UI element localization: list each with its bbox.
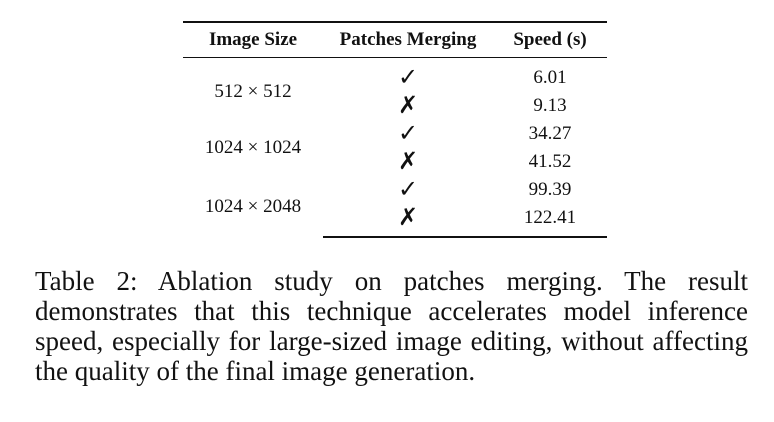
table-row: 512 × 512 ✓ 6.01 xyxy=(183,58,607,103)
merging-cell: ✗ xyxy=(323,92,493,120)
image-size-cell: 512 × 512 xyxy=(214,81,292,102)
speed-cell: 6.01 xyxy=(533,67,567,88)
speed-cell: 122.41 xyxy=(493,204,607,238)
cross-mark-icon: ✗ xyxy=(397,92,419,119)
merging-cell: ✗ xyxy=(323,204,493,238)
merging-cell: ✗ xyxy=(323,148,493,176)
check-mark-icon: ✓ xyxy=(397,64,419,91)
check-mark-icon: ✓ xyxy=(397,176,419,203)
speed-cell: 41.52 xyxy=(528,151,572,172)
speed-cell: 9.13 xyxy=(533,95,567,116)
check-mark-icon: ✓ xyxy=(397,120,419,147)
merging-cell: ✓ xyxy=(323,120,493,148)
speed-cell: 99.39 xyxy=(528,179,572,200)
table-header: Image Size Patches Merging Speed (s) xyxy=(183,21,607,58)
ablation-table: Image Size Patches Merging Speed (s) 512… xyxy=(183,21,607,238)
table-row: ✗ 41.52 xyxy=(183,148,607,176)
image-size-cell: 1024 × 1024 xyxy=(204,137,302,158)
header-row: Image Size Patches Merging Speed (s) xyxy=(183,21,607,58)
merging-cell: ✓ xyxy=(323,58,493,93)
table-row: ✗ 9.13 xyxy=(183,92,607,120)
speed-cell: 34.27 xyxy=(528,123,572,144)
table-row: 1024 × 1024 ✓ 34.27 xyxy=(183,120,607,159)
cross-mark-icon: ✗ xyxy=(397,204,419,231)
table-row: 1024 × 2048 ✓ 99.39 xyxy=(183,176,607,217)
table-caption: Table 2: Ablation study on patches mergi… xyxy=(35,266,748,386)
header-speed: Speed (s) xyxy=(493,21,607,58)
merging-cell: ✓ xyxy=(323,176,493,204)
table-body: 512 × 512 ✓ 6.01 ✗ 9.13 1024 × 1024 ✓ 34… xyxy=(183,58,607,238)
table-row: ✗ 122.41 xyxy=(183,204,607,238)
header-image-size: Image Size xyxy=(183,21,323,58)
image-size-cell: 1024 × 2048 xyxy=(204,195,302,217)
header-patches-merging: Patches Merging xyxy=(323,21,493,58)
cross-mark-icon: ✗ xyxy=(397,148,419,175)
ablation-table-container: Image Size Patches Merging Speed (s) 512… xyxy=(183,21,607,238)
